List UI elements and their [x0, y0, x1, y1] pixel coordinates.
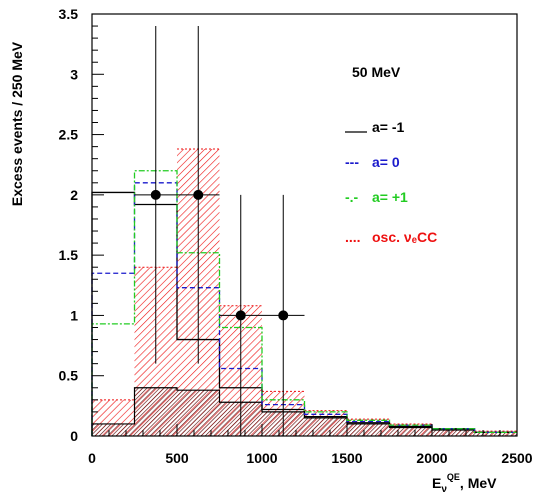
x-axis-title-sub: ν — [441, 484, 447, 495]
axes-frame — [91, 13, 518, 437]
x-axis-title-unit: , MeV — [460, 475, 497, 491]
background-bar — [347, 423, 390, 436]
data-point — [193, 189, 204, 200]
y-axis-title: Excess events / 250 MeV — [9, 41, 25, 206]
legend-label-osc: osc. νₑCC — [372, 229, 437, 245]
y-tick-label: 1 — [70, 307, 78, 323]
legend-prefix-a-plus-1: -.- — [345, 189, 359, 205]
legend-label-a-minus-1: a= -1 — [372, 119, 405, 135]
legend-entry-a-0: --- a= 0 — [345, 154, 400, 170]
legend-prefix-osc: .... — [345, 229, 361, 245]
y-tick-label: 3 — [70, 66, 78, 82]
background-bar — [432, 429, 475, 436]
data-points — [134, 26, 305, 436]
legend-entry-osc: .... osc. νₑCC — [345, 229, 437, 245]
y-tick-label: 0 — [70, 428, 78, 444]
x-axis-title: EνQE, MeV — [432, 472, 497, 495]
y-tick-label: 0.5 — [59, 368, 79, 384]
x-tick-label: 500 — [165, 450, 189, 466]
x-tick-label: 1500 — [331, 450, 362, 466]
legend-label-a-plus-1: a= +1 — [372, 189, 408, 205]
axis-ticks: 0 0.5 1 1.5 2 2.5 3 3.5 0 500 1000 1500 2000 2500 — [59, 6, 533, 466]
background-bar — [134, 387, 177, 436]
background-bar — [304, 417, 347, 436]
plot-frame — [91, 13, 518, 437]
legend: a= -1 --- a= 0 -.- a= +1 .... osc. νₑCC — [345, 119, 437, 245]
x-tick-label: 1000 — [246, 450, 277, 466]
legend-label-a-0: a= 0 — [372, 154, 400, 170]
legend-entry-a-minus-1: a= -1 — [345, 119, 405, 135]
y-tick-label: 2 — [70, 187, 78, 203]
legend-prefix-a-0: --- — [345, 154, 359, 170]
background-bar — [389, 427, 432, 436]
background-bar — [92, 423, 135, 436]
background-bar — [177, 390, 220, 436]
series-line-2 — [91, 170, 517, 436]
x-axis-title-main: E — [432, 475, 441, 491]
data-point — [235, 310, 246, 321]
data-point — [150, 189, 161, 200]
x-tick-label: 0 — [88, 450, 96, 466]
x-axis-title-sup: QE — [447, 472, 460, 482]
data-point — [278, 310, 289, 321]
x-tick-label: 2500 — [501, 450, 532, 466]
legend-entry-a-plus-1: -.- a= +1 — [345, 189, 408, 205]
y-tick-label: 3.5 — [59, 6, 79, 22]
background-bar — [474, 432, 517, 436]
x-tick-label: 2000 — [416, 450, 447, 466]
annotation-label: 50 MeV — [352, 64, 401, 80]
y-tick-label: 1.5 — [59, 247, 79, 263]
y-tick-label: 2.5 — [59, 127, 79, 143]
